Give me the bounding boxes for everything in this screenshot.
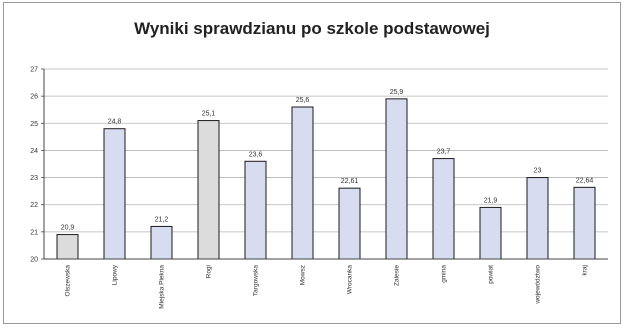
y-tick-label: 22 [30,202,38,209]
bar-value-label: 22,64 [576,177,594,184]
x-category-label: Rogi [206,265,213,278]
bar-value-label: 20,9 [61,225,75,232]
x-category-label: kraj [582,265,589,275]
x-category-label: województwo [535,265,542,305]
bar-value-label: 23,7 [437,149,451,156]
bar-value-label: 21,9 [484,197,498,204]
x-category-label: Olszewska [65,265,72,297]
bar [56,234,79,260]
bar-value-label: 21,2 [155,216,169,223]
bar [197,120,220,260]
x-category-label: Mowsz [300,265,307,285]
chart-title: Wyniki sprawdzianu po szkole podstawowej [134,19,490,38]
bar-value-label: 25,1 [202,111,216,118]
bar [150,225,173,260]
y-tick-label: 24 [30,148,38,155]
y-tick-label: 26 [30,94,38,101]
x-axis-labels: Olszewska Lipowy Miejska Piekna Rogi Targows… [65,264,589,308]
x-category-label: gmina [441,265,448,283]
bar-value-label: 25,6 [296,97,310,104]
y-tick-label: 21 [30,229,38,236]
bar [338,187,361,260]
x-category-label: Zalesie [394,265,401,286]
chart-frame: Wyniki sprawdzianu po szkole podstawowej… [3,2,621,324]
bar [103,128,126,260]
x-category-label: Miejska Piekna [159,265,166,309]
bar [244,160,267,260]
bar [432,158,455,260]
x-category-label: Lipowy [112,264,119,285]
bar [291,106,314,260]
bar-value-label: 23,6 [249,151,263,158]
bar-value-label: 23 [534,168,542,175]
x-category-label: powiat [488,265,495,284]
bar [526,177,549,260]
bar [385,98,408,260]
data-labels: 20,9 24,8 21,2 25,1 23,6 25,6 22,61 25,9 23,7 21,… [61,89,594,232]
y-tick-label: 27 [30,67,38,74]
x-category-label: Wrocanka [347,265,354,295]
x-category-label: Targowska [253,265,260,296]
bar-chart: 20 21 22 23 24 25 26 27 20,9 24,8 21,2 25,1 23,6 25,… [30,67,608,309]
y-tick-label: 25 [30,121,38,128]
bar [479,206,502,260]
bar-value-label: 22,61 [341,178,359,185]
y-tick-label: 20 [30,257,38,264]
y-axis-ticks: 20 21 22 23 24 25 26 27 [30,67,44,264]
plot-area [44,69,608,259]
bar [573,186,596,260]
y-tick-label: 23 [30,175,38,182]
bar-value-label: 24,8 [108,119,122,126]
bar-value-label: 25,9 [390,89,404,96]
bars [56,98,596,260]
